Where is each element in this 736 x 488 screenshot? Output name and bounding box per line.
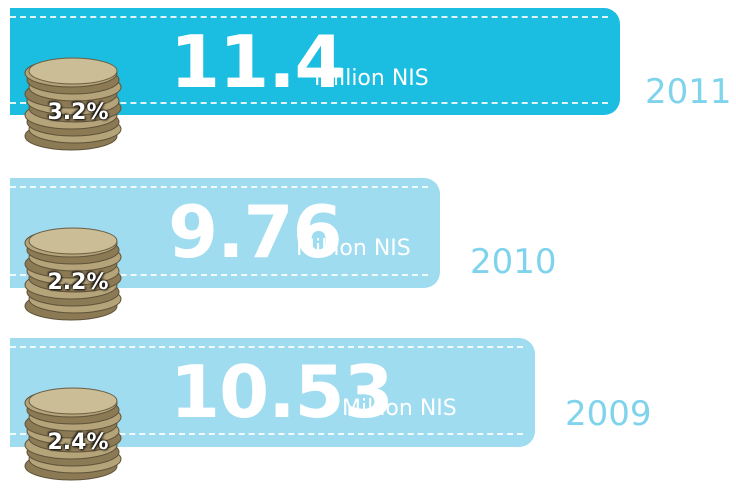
percent: 2.2% — [47, 270, 109, 295]
coin-top — [28, 57, 118, 85]
dash — [10, 16, 608, 18]
value: 11.4 — [170, 20, 345, 104]
coins — [24, 227, 122, 321]
value: 10.53 — [170, 350, 394, 434]
coins — [24, 57, 122, 151]
row: 11.4 Million NIS 2011 3.2% — [0, 8, 736, 158]
value: 9.76 — [168, 190, 343, 274]
dash — [10, 186, 428, 188]
dash — [10, 274, 428, 276]
row: 9.76 Million NIS 2010 2.2% — [0, 178, 736, 328]
dash — [10, 102, 608, 104]
year: 2010 — [470, 242, 557, 282]
percent: 3.2% — [47, 100, 109, 125]
coin-top — [28, 387, 118, 415]
unit: Million NIS — [314, 66, 429, 91]
coins — [24, 387, 122, 481]
year: 2009 — [565, 394, 652, 434]
year: 2011 — [645, 72, 732, 112]
row: 10.53 Million NIS 2009 2.4% — [0, 338, 736, 488]
unit: Million NIS — [342, 396, 457, 421]
dash — [10, 433, 523, 435]
unit: Million NIS — [296, 236, 411, 261]
coin-top — [28, 227, 118, 255]
percent: 2.4% — [47, 430, 109, 455]
dash — [10, 346, 523, 348]
